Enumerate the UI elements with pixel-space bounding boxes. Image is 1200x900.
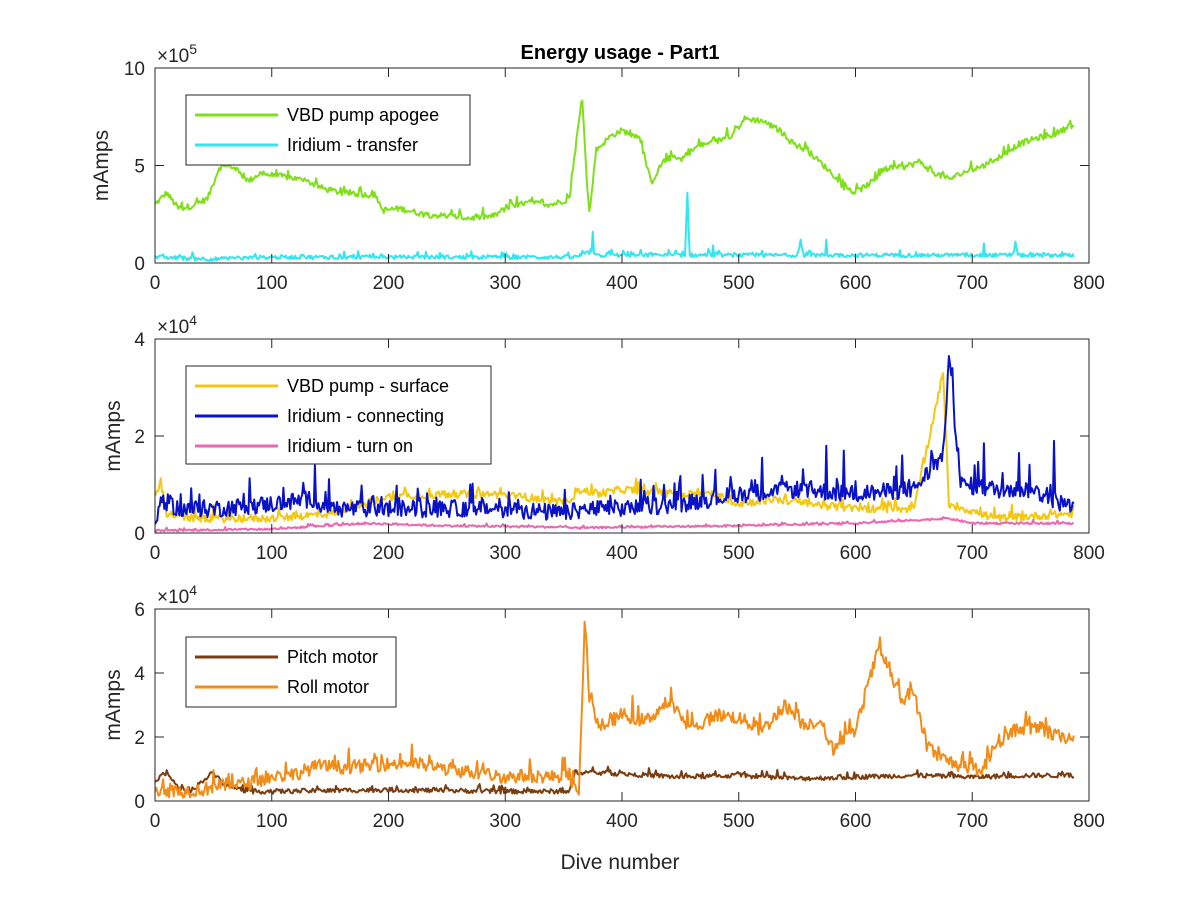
y-axis-label: mAmps xyxy=(102,669,125,740)
x-tick-label: 300 xyxy=(489,543,521,564)
x-tick-label: 0 xyxy=(150,811,161,832)
x-tick-label: 800 xyxy=(1073,273,1105,294)
x-tick-label: 400 xyxy=(606,543,638,564)
series-line-1 xyxy=(155,99,1075,222)
x-tick-label: 500 xyxy=(723,811,755,832)
y-tick-label: 4 xyxy=(134,330,145,351)
y-tick-label: 6 xyxy=(134,600,145,621)
x-tick-label: 600 xyxy=(840,273,872,294)
x-tick-label: 700 xyxy=(956,811,988,832)
y-tick-label: 0 xyxy=(134,254,145,275)
series-group xyxy=(155,99,1075,262)
y-tick-label: 2 xyxy=(134,728,145,749)
x-tick-label: 500 xyxy=(723,273,755,294)
y-tick-label: 2 xyxy=(134,427,145,448)
legend-entry-label: Iridium - turn on xyxy=(287,436,413,456)
legend-entry-label: Roll motor xyxy=(287,677,369,697)
x-tick-label: 400 xyxy=(606,811,638,832)
legend-box xyxy=(185,636,397,708)
y-axis-label: mAmps xyxy=(102,400,125,471)
x-tick-label: 600 xyxy=(840,543,872,564)
y-tick-label: 0 xyxy=(134,524,145,545)
legend-entry-label: Iridium - transfer xyxy=(287,135,418,155)
x-tick-label: 0 xyxy=(150,543,161,564)
y-axis-label: mAmps xyxy=(90,130,113,201)
chart-title: Energy usage - Part1 xyxy=(521,42,720,64)
x-tick-label: 300 xyxy=(489,811,521,832)
series-group xyxy=(155,620,1075,799)
x-tick-label: 800 xyxy=(1073,543,1105,564)
legend: VBD pump - surface Iridium - connecting Ir… xyxy=(185,365,492,465)
legend-entry-label: Pitch motor xyxy=(287,647,378,667)
x-tick-label: 200 xyxy=(373,811,405,832)
chart-panel-1: 0 100 200 300 400 500 600 700 800 0 5 10 ×105 mAmps VB… xyxy=(90,41,1105,294)
chart-panels: 0 100 200 300 400 500 600 700 8000510×105mAmpsVB… xyxy=(90,41,1105,832)
x-tick-label: 200 xyxy=(373,543,405,564)
legend-entry-label: VBD pump - surface xyxy=(287,376,449,396)
chart-panel-2: 0 100 200 300 400 500 600 700 800 0 2 4 ×104 mAmps VBD… xyxy=(102,312,1105,564)
y-tick-label: 0 xyxy=(134,792,145,813)
x-tick-label: 700 xyxy=(956,273,988,294)
y-exponent-label: ×104 xyxy=(157,312,197,338)
x-tick-label: 600 xyxy=(840,811,872,832)
chart-panel-3: 0 100 200 300 400 500 600 700 800 0 2 4 6 ×104 mAmps Pi… xyxy=(102,582,1105,832)
x-tick-label: 200 xyxy=(373,273,405,294)
series-line-2 xyxy=(155,191,1075,262)
y-tick-label: 4 xyxy=(134,664,145,685)
x-tick-label: 400 xyxy=(606,273,638,294)
x-tick-label: 800 xyxy=(1073,811,1105,832)
x-tick-label: 300 xyxy=(489,273,521,294)
y-tick-label: 5 xyxy=(134,157,145,178)
series-line-2 xyxy=(155,620,1075,799)
x-tick-label: 500 xyxy=(723,543,755,564)
legend-entry-label: VBD pump apogee xyxy=(287,105,439,125)
x-axis-label: Dive number xyxy=(560,851,679,874)
y-exponent-label: ×105 xyxy=(157,41,197,67)
series-line-1 xyxy=(155,372,1075,524)
legend: VBD pump apogee Iridium - transfer xyxy=(185,94,471,166)
y-exponent-label: ×104 xyxy=(157,582,197,608)
legend-box xyxy=(185,94,471,166)
y-tick-label: 10 xyxy=(124,59,145,80)
legend: Pitch motor Roll motor xyxy=(185,636,397,708)
x-tick-label: 100 xyxy=(256,811,288,832)
legend-entry-label: Iridium - connecting xyxy=(287,406,444,426)
series-group xyxy=(155,355,1075,533)
x-tick-label: 0 xyxy=(150,273,161,294)
x-tick-label: 700 xyxy=(956,543,988,564)
series-line-3 xyxy=(155,516,1074,533)
x-tick-label: 100 xyxy=(256,273,288,294)
x-tick-label: 100 xyxy=(256,543,288,564)
series-line-1 xyxy=(155,765,1075,795)
series-line-2 xyxy=(155,355,1075,525)
